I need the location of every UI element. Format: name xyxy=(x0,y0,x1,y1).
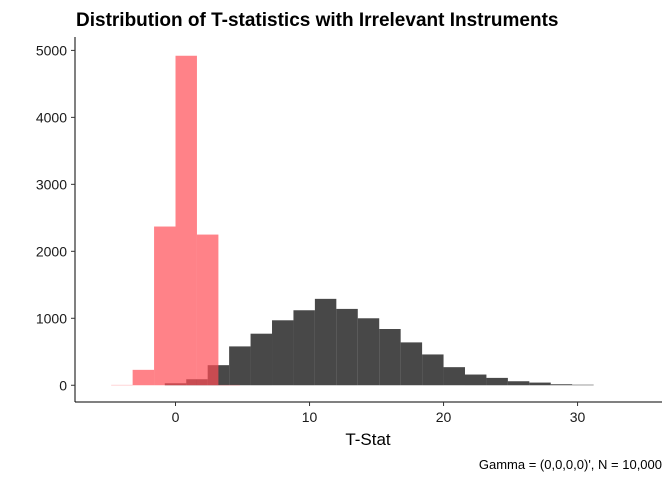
histogram-bar-series-1-bin-17 xyxy=(507,381,530,386)
histogram-bar-series-1-bin-20 xyxy=(572,384,594,386)
x-tick-label: 20 xyxy=(436,409,452,425)
x-tick-label: 0 xyxy=(172,409,180,425)
histogram-bar-series-1-bin-19 xyxy=(550,384,573,386)
x-tick-label: 10 xyxy=(302,409,318,425)
x-axis-title: T-Stat xyxy=(345,430,391,449)
chart-caption: Gamma = (0,0,0,0)', N = 10,000 xyxy=(479,457,662,472)
histogram-bar-series-2-bin-3 xyxy=(154,226,176,386)
x-axis-ticks: 0 10 20 30 xyxy=(172,402,586,425)
histogram-bar-series-1-bin-11 xyxy=(379,329,401,386)
y-tick-label: 4000 xyxy=(36,109,67,125)
histogram-bar-series-1-bin-10 xyxy=(357,318,380,386)
y-tick-label: 1000 xyxy=(36,310,67,326)
y-axis-ticks: 0 1000 2000 3000 4000 5000 xyxy=(36,42,75,393)
histogram-bar-series-1-bin-5 xyxy=(250,333,272,386)
y-tick-label: 2000 xyxy=(36,243,67,259)
histogram-bar-series-1-bin-18 xyxy=(529,382,551,386)
chart-title: Distribution of T-statistics with Irrele… xyxy=(76,10,558,31)
histogram-bar-series-1-bin-6 xyxy=(272,320,294,386)
histogram-bar-series-1-bin-13 xyxy=(422,354,444,386)
histogram-bar-series-1-bin-4 xyxy=(229,346,251,386)
histogram-bar-series-1-bin-14 xyxy=(443,367,465,386)
histogram-bar-series-1-bin-15 xyxy=(464,374,487,386)
histogram-bars xyxy=(111,55,594,386)
histogram-bar-series-1-bin-8 xyxy=(314,298,337,386)
y-tick-label: 0 xyxy=(59,377,67,393)
histogram-bar-series-1-bin-9 xyxy=(336,308,358,386)
histogram-bar-series-2-bin-2 xyxy=(132,369,155,386)
histogram-bar-series-2-bin-4 xyxy=(175,55,197,386)
y-tick-label: 5000 xyxy=(36,42,67,58)
histogram-bar-series-2-bin-5 xyxy=(196,234,219,386)
x-tick-label: 30 xyxy=(570,409,586,425)
histogram-bar-series-1-bin-16 xyxy=(486,377,508,386)
histogram-bar-series-1-bin-12 xyxy=(400,342,423,386)
y-tick-label: 3000 xyxy=(36,176,67,192)
histogram-bar-series-1-bin-7 xyxy=(293,310,315,386)
